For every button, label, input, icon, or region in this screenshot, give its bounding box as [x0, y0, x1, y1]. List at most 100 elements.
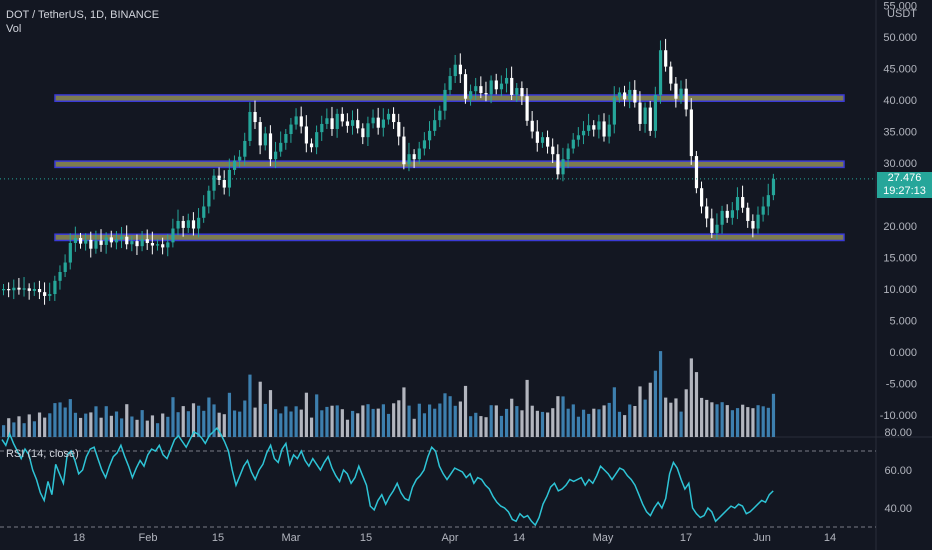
- volume-bar: [494, 405, 498, 437]
- candle-body: [397, 122, 401, 137]
- volume-bar: [145, 420, 149, 437]
- volume-label[interactable]: Vol: [6, 23, 22, 35]
- rsi-tick-label: 80.00: [884, 427, 912, 439]
- volume-bar: [499, 415, 504, 437]
- candle-body: [617, 92, 622, 98]
- candle-body: [202, 206, 206, 218]
- volume-bar: [48, 413, 52, 437]
- volume-bar: [479, 416, 483, 437]
- volume-bar: [99, 417, 103, 437]
- candle-body: [176, 220, 180, 229]
- candle-body: [284, 134, 288, 143]
- x-tick-label: 15: [360, 532, 372, 544]
- candle-body: [155, 244, 160, 246]
- volume-bar: [335, 405, 339, 437]
- volume-bar: [53, 403, 57, 437]
- candle-body: [325, 118, 329, 124]
- volume-bar: [504, 408, 509, 437]
- x-tick-label: Apr: [441, 532, 458, 544]
- volume-bar: [217, 412, 221, 437]
- candle-body: [191, 220, 196, 229]
- volume-bar: [720, 402, 724, 437]
- candle-body: [279, 142, 283, 152]
- candle-body: [540, 137, 545, 143]
- candle-body: [664, 50, 668, 67]
- volume-bar: [700, 397, 704, 437]
- y-tick-label: 0.000: [889, 347, 917, 359]
- candle-body: [623, 92, 627, 100]
- volume-bar: [12, 422, 16, 437]
- x-tick-label: Feb: [139, 532, 158, 544]
- candle-body: [356, 120, 360, 129]
- volume-bar: [751, 408, 755, 437]
- volume-bar: [458, 401, 462, 437]
- x-tick-label: 15: [212, 532, 224, 544]
- candle-body: [607, 124, 611, 137]
- candle-body: [653, 94, 658, 131]
- candle-body: [566, 148, 570, 160]
- volume-bar: [689, 358, 693, 437]
- volume-bar: [705, 399, 709, 437]
- volume-bar: [643, 399, 647, 437]
- symbol-title[interactable]: DOT / TetherUS, 1D, BINANCE: [6, 9, 160, 21]
- candle-body: [381, 119, 386, 128]
- volume-bar: [361, 405, 365, 437]
- candle-body: [576, 135, 581, 140]
- candle-body: [315, 132, 319, 148]
- volume-bar: [551, 408, 555, 437]
- volume-bar: [371, 408, 375, 437]
- volume-bar: [761, 406, 765, 437]
- volume-bar: [63, 407, 67, 437]
- volume-bar: [474, 412, 478, 437]
- candle-body: [417, 148, 421, 160]
- candle-body: [48, 294, 52, 296]
- rsi-label[interactable]: RSI (14, close): [6, 448, 79, 460]
- candle-body: [63, 262, 67, 272]
- volume-bar: [669, 402, 673, 437]
- volume-bar: [730, 410, 735, 437]
- volume-bar: [571, 404, 575, 437]
- candle-body: [309, 143, 314, 148]
- volume-bar: [104, 406, 108, 437]
- candle-body: [694, 156, 699, 189]
- y-tick-label: 35.000: [883, 127, 917, 139]
- candle-body: [274, 151, 278, 160]
- candle-body: [340, 113, 344, 122]
- candle-body: [73, 237, 78, 244]
- volume-bar: [315, 394, 319, 437]
- candle-body: [243, 140, 247, 157]
- volume-bar: [402, 387, 406, 437]
- candle-body: [735, 197, 740, 211]
- candle-body: [17, 287, 21, 290]
- candle-body: [114, 239, 119, 243]
- volume-bar: [710, 402, 714, 437]
- last-price-tag: 27.476 19:27:13: [877, 172, 932, 198]
- volume-bar: [623, 415, 627, 437]
- volume-bar: [325, 406, 329, 437]
- candle-body: [104, 237, 108, 245]
- volume-bar: [73, 412, 78, 437]
- last-price-value: 27.476: [887, 172, 922, 184]
- volume-bar: [243, 400, 247, 437]
- candle-body: [78, 237, 83, 244]
- candle-body: [263, 133, 267, 146]
- candle-body: [597, 121, 601, 130]
- candle-body: [710, 218, 714, 233]
- candle-body: [469, 91, 473, 99]
- volume-bar: [150, 415, 155, 437]
- volume-bar: [725, 405, 729, 437]
- volume-bar: [525, 379, 529, 437]
- volume-bar: [309, 417, 314, 437]
- volume-bar: [715, 404, 719, 437]
- candle-body: [217, 175, 221, 181]
- volume-bar: [386, 413, 391, 437]
- volume-bar: [140, 410, 144, 437]
- volume-bar: [746, 407, 750, 437]
- candle-body: [227, 169, 232, 188]
- candle-body: [525, 96, 529, 121]
- volume-bar: [197, 405, 201, 437]
- volume-bar: [366, 404, 370, 437]
- candle-body: [407, 154, 411, 165]
- candle-body: [351, 120, 355, 126]
